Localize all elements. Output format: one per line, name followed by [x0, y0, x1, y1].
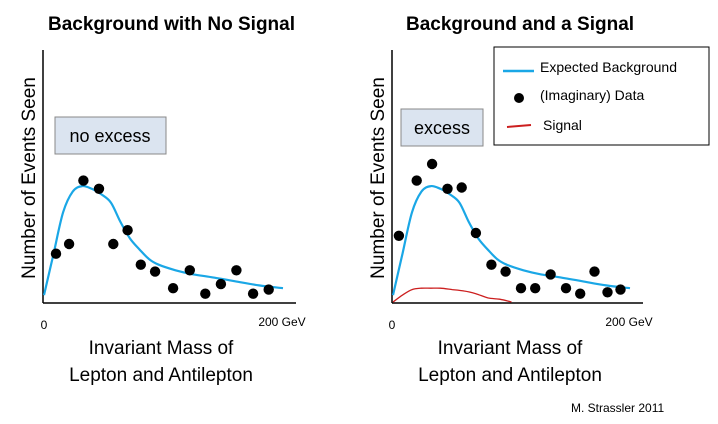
left-x-tick-max: 200 GeV: [258, 315, 305, 329]
right-data-point: [545, 269, 556, 280]
credit-text: M. Strassler 2011: [571, 401, 664, 415]
right-signal-curve: [392, 287, 512, 303]
right-y-axis-label: Number of Events Seen: [368, 77, 389, 279]
left-chart: Background with No Signal Number of Even…: [19, 14, 306, 386]
legend-background-label: Expected Background: [540, 59, 677, 75]
right-x-axis-label-line2: Lepton and Antilepton: [418, 365, 602, 386]
left-annotation-text: no excess: [69, 126, 150, 146]
legend: Expected Background (Imaginary) Data Sig…: [493, 46, 710, 146]
left-data-point: [149, 266, 161, 277]
right-data-point: [442, 183, 453, 194]
right-data-point: [411, 175, 422, 186]
left-data-point: [184, 265, 195, 276]
left-background-curve: [42, 184, 284, 296]
left-data-point: [200, 288, 211, 299]
legend-data-dot-swatch: [514, 93, 524, 103]
right-data-point: [515, 283, 527, 294]
left-data-point: [78, 175, 89, 186]
left-data-point: [215, 278, 227, 290]
right-data-point: [560, 283, 572, 294]
right-data-point: [486, 259, 497, 270]
right-data-point: [575, 288, 586, 299]
left-data-point: [263, 284, 274, 295]
left-chart-title: Background with No Signal: [48, 14, 295, 35]
right-data-point: [456, 182, 467, 193]
right-data-point: [470, 227, 482, 239]
left-x-tick-min: 0: [41, 318, 48, 332]
legend-signal-line-swatch: [506, 124, 532, 128]
left-data-point: [63, 238, 75, 250]
left-data-point: [167, 283, 179, 294]
right-x-tick-max: 200 GeV: [605, 315, 652, 329]
legend-signal-label: Signal: [543, 117, 582, 133]
legend-box: [493, 46, 710, 146]
right-annotation-box: [400, 108, 484, 147]
left-data-point: [247, 288, 259, 299]
right-data-point: [602, 287, 613, 298]
right-background-curve: [391, 184, 631, 296]
right-data-point: [530, 283, 541, 294]
left-x-axis-label-line2: Lepton and Antilepton: [69, 365, 253, 386]
left-data-point: [122, 225, 133, 236]
legend-data-label: (Imaginary) Data: [540, 87, 644, 103]
right-data-point: [500, 266, 511, 277]
right-data-point: [426, 158, 438, 170]
left-y-axis-label: Number of Events Seen: [19, 77, 40, 279]
right-annotation-text: excess: [414, 118, 470, 138]
right-chart-title: Background and a Signal: [406, 14, 634, 35]
left-data-point: [93, 183, 105, 194]
right-data-point: [393, 230, 405, 241]
right-plot-area: [391, 158, 631, 303]
left-data-point: [231, 265, 242, 276]
left-data-point: [50, 248, 62, 259]
left-data-point: [108, 238, 119, 250]
left-data-point: [135, 259, 146, 270]
right-chart: Background and a Signal Number of Events…: [368, 14, 710, 386]
right-data-point: [615, 284, 626, 295]
right-data-point: [589, 266, 600, 277]
left-x-axis-label-line1: Invariant Mass of: [89, 338, 234, 359]
right-x-axis-label-line1: Invariant Mass of: [438, 338, 583, 359]
left-plot-area: [42, 175, 284, 299]
right-x-tick-min: 0: [389, 318, 396, 332]
left-annotation-box: [54, 116, 167, 155]
